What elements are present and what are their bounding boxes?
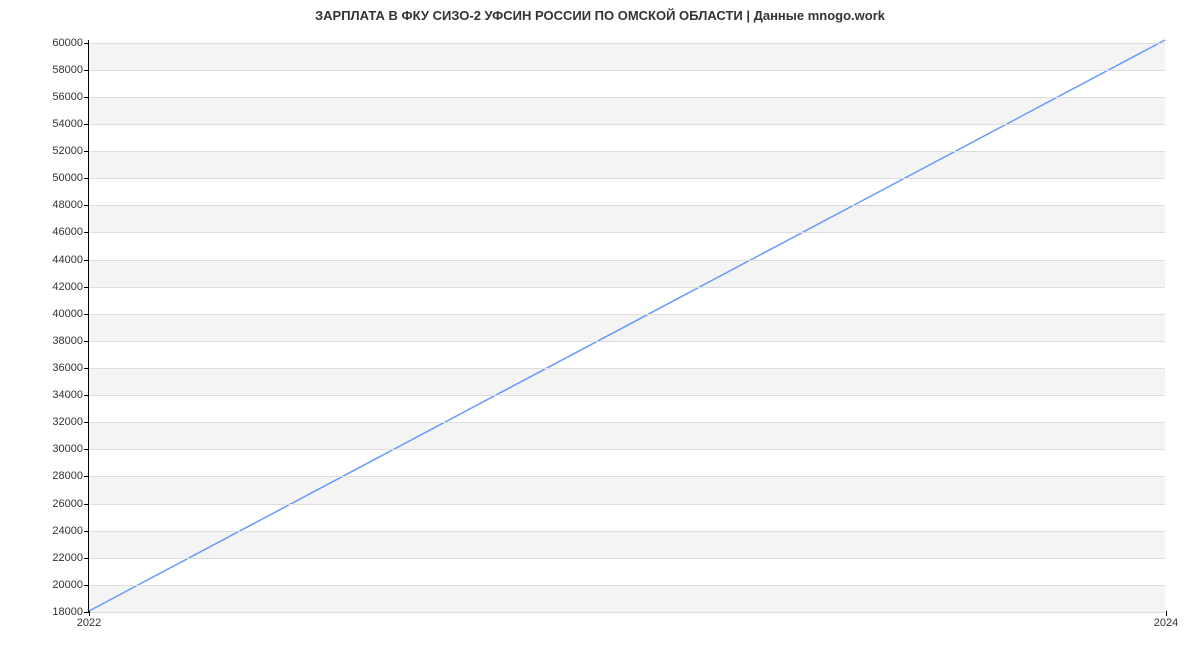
y-gridline [89,70,1165,71]
line-layer [89,40,1165,611]
y-gridline [89,558,1165,559]
y-tick-label: 20000 [52,579,89,591]
y-gridline [89,178,1165,179]
y-tick-label: 56000 [52,91,89,103]
y-tick-label: 24000 [52,525,89,537]
y-gridline [89,531,1165,532]
y-tick-label: 52000 [52,145,89,157]
y-gridline [89,368,1165,369]
y-tick-label: 48000 [52,199,89,211]
y-tick-label: 34000 [52,389,89,401]
y-gridline [89,260,1165,261]
y-tick-label: 60000 [52,37,89,49]
y-tick-label: 26000 [52,498,89,510]
plot-area: 1800020000220002400026000280003000032000… [88,40,1165,612]
salary-line-chart: ЗАРПЛАТА В ФКУ СИЗО-2 УФСИН РОССИИ ПО ОМ… [0,0,1200,650]
y-gridline [89,97,1165,98]
y-tick-label: 58000 [52,64,89,76]
y-gridline [89,585,1165,586]
y-tick-label: 36000 [52,362,89,374]
y-tick-label: 44000 [52,254,89,266]
y-gridline [89,314,1165,315]
chart-title: ЗАРПЛАТА В ФКУ СИЗО-2 УФСИН РОССИИ ПО ОМ… [0,8,1200,23]
x-tick-label: 2024 [1154,617,1178,629]
series-line-salary [89,40,1165,611]
y-tick-label: 28000 [52,470,89,482]
y-gridline [89,151,1165,152]
y-gridline [89,124,1165,125]
y-gridline [89,612,1165,613]
y-tick-label: 38000 [52,335,89,347]
y-gridline [89,205,1165,206]
y-tick-label: 30000 [52,443,89,455]
y-tick-label: 22000 [52,552,89,564]
y-gridline [89,422,1165,423]
y-tick-label: 54000 [52,118,89,130]
y-gridline [89,232,1165,233]
x-tick-label: 2022 [77,617,101,629]
y-tick-label: 32000 [52,416,89,428]
y-tick-label: 46000 [52,226,89,238]
y-gridline [89,395,1165,396]
y-tick-label: 42000 [52,281,89,293]
y-tick-label: 50000 [52,172,89,184]
y-tick-label: 40000 [52,308,89,320]
x-tick-mark [89,611,90,616]
y-gridline [89,476,1165,477]
y-gridline [89,449,1165,450]
y-gridline [89,504,1165,505]
y-gridline [89,341,1165,342]
y-gridline [89,43,1165,44]
x-tick-mark [1166,611,1167,616]
y-gridline [89,287,1165,288]
